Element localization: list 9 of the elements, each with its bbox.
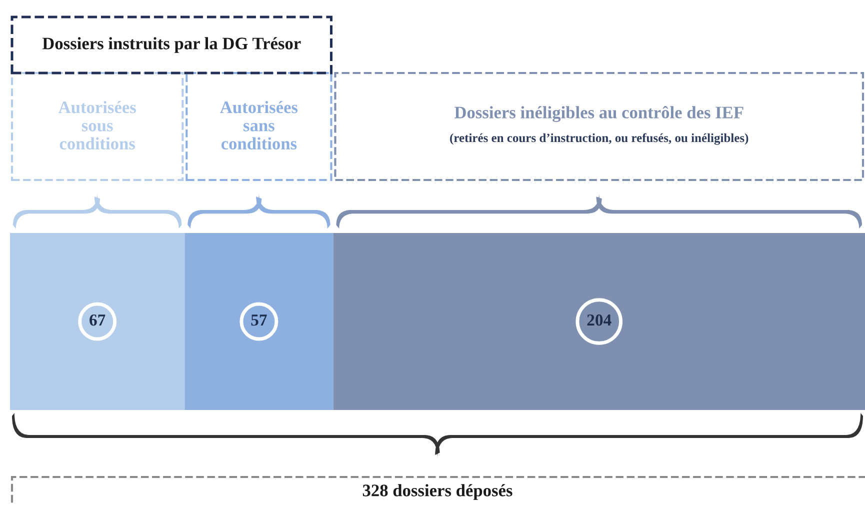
text: Autorisées sans conditions <box>220 100 298 150</box>
text: Dossiers instruits par la DG Trésor <box>42 37 301 53</box>
text: 328 dossiers déposés <box>362 484 512 500</box>
data-label: 57 <box>251 314 267 326</box>
text: (retirés en cours d’instruction, ou refusés, ou inéligibles) <box>450 133 748 145</box>
text: Autorisées sous conditions <box>58 100 136 150</box>
text: Dossiers inéligibles au contrôle des IEF <box>454 106 744 122</box>
data-label: 67 <box>90 314 106 326</box>
data-label: 204 <box>587 314 612 326</box>
